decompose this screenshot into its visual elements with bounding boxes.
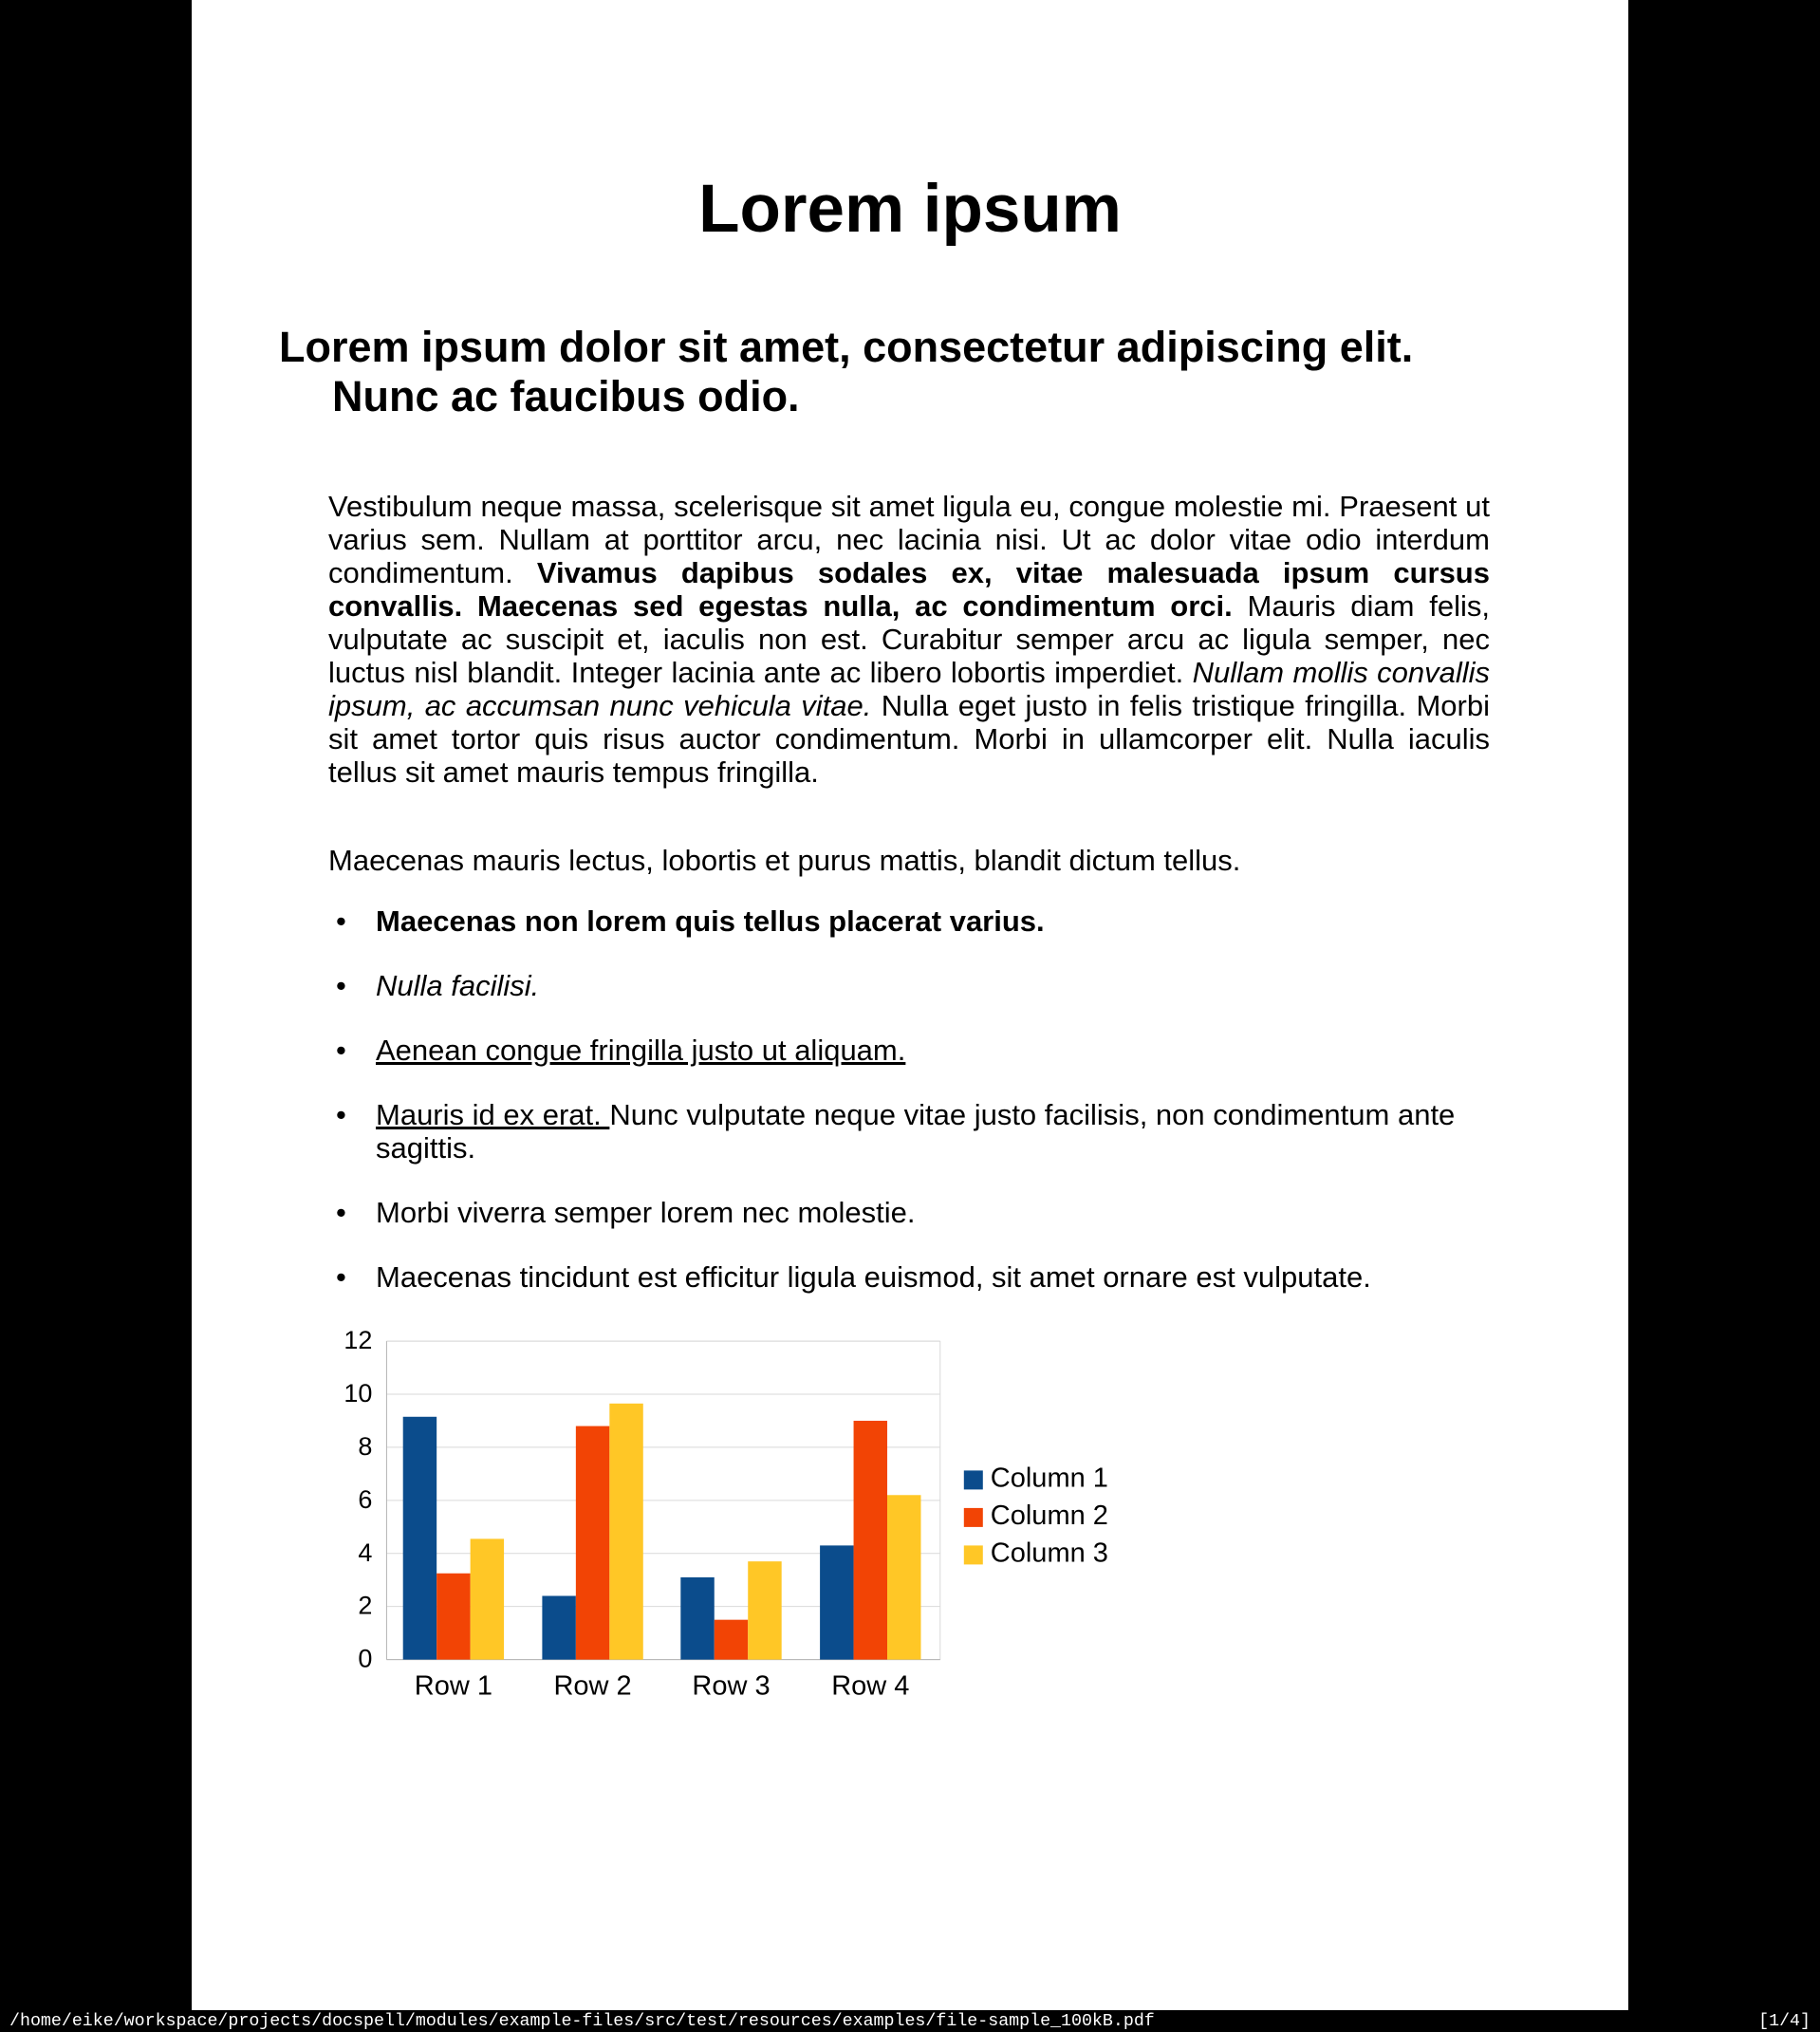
svg-text:Column 2: Column 2 xyxy=(991,1501,1108,1531)
svg-text:6: 6 xyxy=(358,1485,372,1514)
svg-text:Row 2: Row 2 xyxy=(553,1671,631,1702)
svg-text:2: 2 xyxy=(358,1592,372,1620)
svg-text:12: 12 xyxy=(344,1326,372,1354)
svg-text:Column 3: Column 3 xyxy=(991,1538,1108,1568)
svg-text:0: 0 xyxy=(358,1645,372,1673)
svg-text:Row 4: Row 4 xyxy=(831,1671,909,1702)
svg-text:Column 1: Column 1 xyxy=(991,1463,1108,1493)
svg-text:Row 3: Row 3 xyxy=(692,1671,770,1702)
svg-text:4: 4 xyxy=(358,1538,372,1567)
svg-text:10: 10 xyxy=(344,1379,372,1407)
svg-text:8: 8 xyxy=(358,1432,372,1461)
svg-text:Row 1: Row 1 xyxy=(415,1671,492,1702)
